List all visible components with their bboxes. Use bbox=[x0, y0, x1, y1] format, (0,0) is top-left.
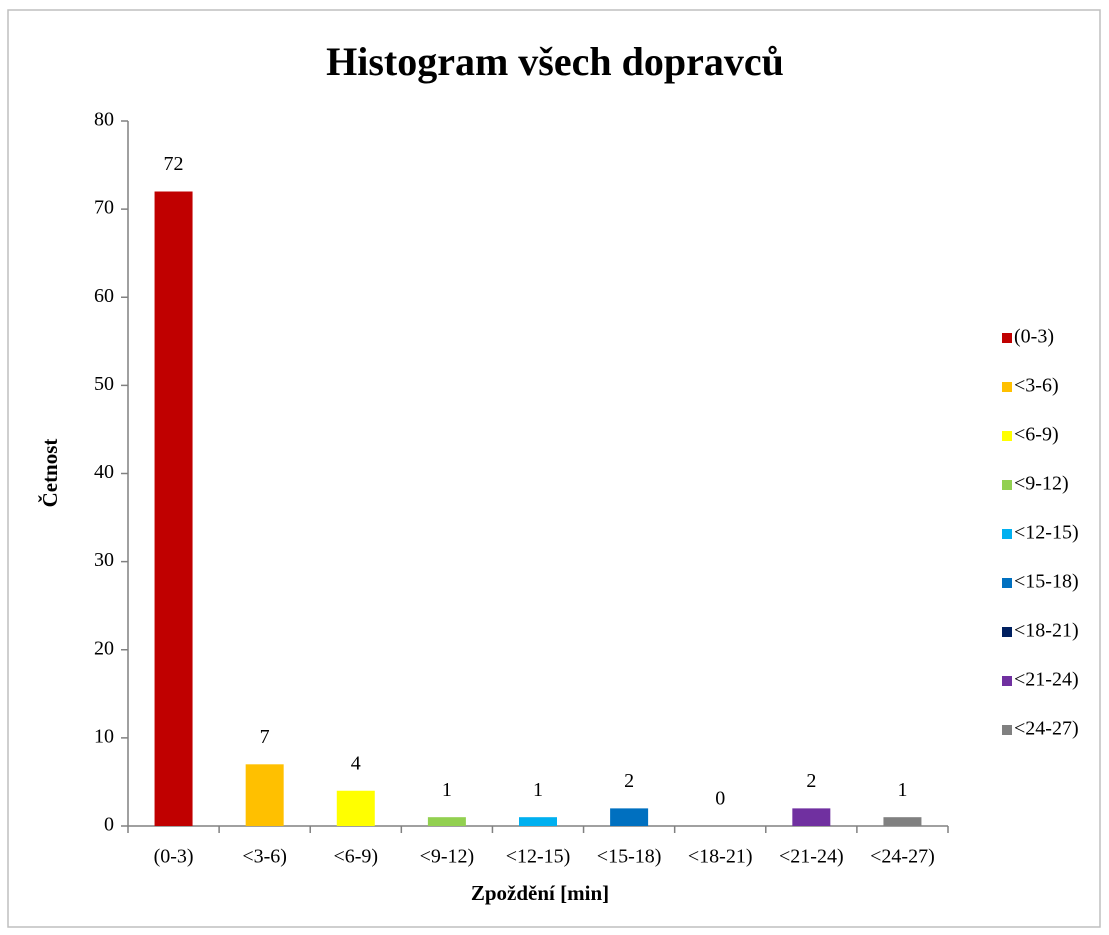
y-axis-label: Četnost bbox=[38, 439, 62, 508]
legend-swatch bbox=[1002, 480, 1012, 490]
legend-label: <15-18) bbox=[1014, 571, 1079, 593]
bar bbox=[245, 764, 284, 826]
x-tick-label: <3-6) bbox=[242, 846, 287, 868]
data-label: 4 bbox=[351, 752, 361, 774]
legend-swatch bbox=[1002, 627, 1012, 637]
y-tick-label: 10 bbox=[94, 725, 114, 747]
data-label: 2 bbox=[624, 770, 634, 792]
legend-swatch bbox=[1002, 578, 1012, 588]
legend-label: (0-3) bbox=[1014, 326, 1054, 348]
bar bbox=[427, 817, 466, 826]
bar bbox=[154, 191, 193, 826]
legend-label: <6-9) bbox=[1014, 424, 1059, 446]
x-tick-label: (0-3) bbox=[154, 846, 194, 868]
data-label: 1 bbox=[442, 779, 452, 801]
bar bbox=[519, 817, 557, 826]
legend-swatch bbox=[1002, 529, 1012, 539]
y-tick-label: 70 bbox=[94, 197, 114, 219]
y-tick-label: 60 bbox=[94, 285, 114, 307]
x-axis-label: Zpoždění [min] bbox=[471, 881, 609, 905]
x-tick-label: <15-18) bbox=[597, 846, 662, 868]
y-tick-label: 0 bbox=[104, 814, 114, 836]
legend-label: <3-6) bbox=[1014, 375, 1059, 397]
legend-swatch bbox=[1002, 382, 1012, 392]
x-tick-label: <6-9) bbox=[333, 846, 378, 868]
data-label: 0 bbox=[715, 788, 725, 810]
y-tick-label: 30 bbox=[94, 549, 114, 571]
legend-label: <24-27) bbox=[1014, 718, 1079, 740]
y-tick-label: 20 bbox=[94, 637, 114, 659]
legend-label: <21-24) bbox=[1014, 669, 1079, 691]
x-tick-label: <24-27) bbox=[870, 846, 935, 868]
legend-label: <9-12) bbox=[1014, 473, 1069, 495]
bar bbox=[883, 817, 922, 826]
y-tick-label: 80 bbox=[94, 109, 114, 131]
data-label: 7 bbox=[260, 726, 270, 748]
x-tick-label: <18-21) bbox=[688, 846, 753, 868]
chart-title: Histogram všech dopravců bbox=[326, 39, 784, 84]
x-tick-label: <9-12) bbox=[420, 846, 475, 868]
data-label: 72 bbox=[164, 153, 184, 175]
legend-swatch bbox=[1002, 431, 1012, 441]
x-tick-label: <21-24) bbox=[779, 846, 844, 868]
y-tick-label: 50 bbox=[94, 373, 114, 395]
bar bbox=[336, 790, 375, 826]
data-label: 1 bbox=[897, 779, 907, 801]
legend-swatch bbox=[1002, 333, 1012, 343]
data-label: 1 bbox=[533, 779, 543, 801]
legend-swatch bbox=[1002, 725, 1012, 735]
legend-label: <18-21) bbox=[1014, 620, 1079, 642]
x-tick-label: <12-15) bbox=[506, 846, 571, 868]
bar bbox=[792, 808, 831, 826]
bar bbox=[610, 808, 649, 826]
data-label: 2 bbox=[806, 770, 816, 792]
y-tick-label: 40 bbox=[94, 461, 114, 483]
legend-label: <12-15) bbox=[1014, 522, 1079, 544]
legend-swatch bbox=[1002, 676, 1012, 686]
